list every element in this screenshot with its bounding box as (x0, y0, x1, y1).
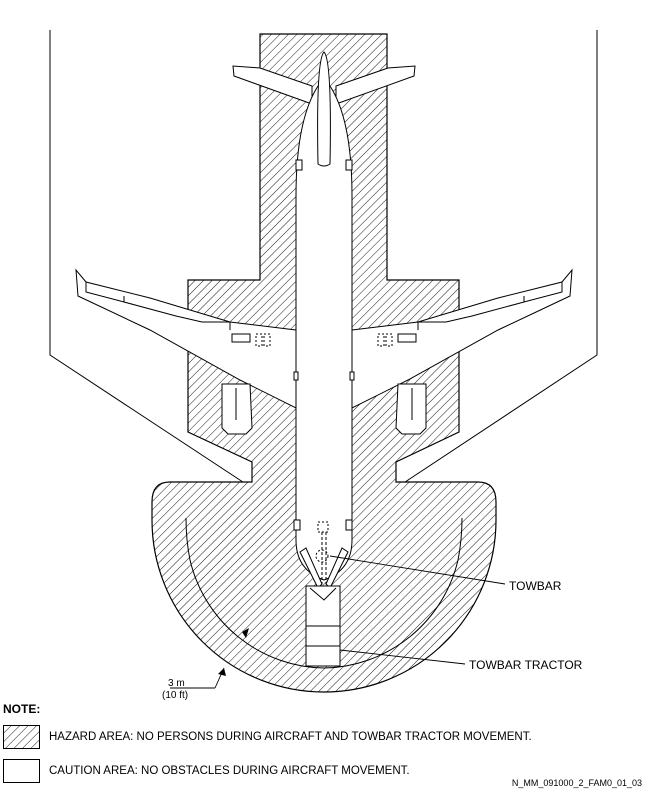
right-horizontal-stabiliser (335, 65, 416, 105)
left-horizontal-stabiliser (232, 65, 313, 105)
dimension-arrow-inner (242, 628, 249, 638)
dimension-imperial-label: (10 ft) (162, 690, 188, 701)
reference-code: N_MM_091000_2_FAM0_01_03 (511, 778, 642, 788)
aircraft (75, 51, 573, 584)
tractor-leader (339, 649, 466, 665)
caution-area-boundary-right (395, 30, 598, 489)
dimension-metric-label: 3 m (168, 678, 185, 689)
hazard-legend-text: HAZARD AREA: NO PERSONS DURING AIRCRAFT … (49, 731, 532, 743)
caution-legend-text: CAUTION AREA: NO OBSTACLES DURING AIRCRA… (49, 765, 410, 777)
legend-hazard: HAZARD AREA: NO PERSONS DURING AIRCRAFT … (3, 725, 532, 749)
left-wing (75, 268, 297, 409)
left-engine (221, 383, 253, 435)
towbar-label: TOWBAR (509, 579, 562, 593)
hazard-swatch (3, 725, 40, 749)
right-engine (395, 383, 427, 435)
note-title: NOTE: (3, 702, 41, 716)
inner-arc-line (185, 517, 463, 669)
dimension-arrow (218, 668, 226, 676)
caution-swatch (3, 759, 40, 783)
legend-caution: CAUTION AREA: NO OBSTACLES DURING AIRCRA… (3, 759, 410, 783)
right-wing (351, 268, 573, 409)
towbar-tractor-label: TOWBAR TRACTOR (469, 658, 583, 672)
towbar-tractor (305, 585, 341, 667)
caution-area-boundary (49, 30, 253, 489)
vertical-tail (317, 51, 331, 167)
towbar-leader (329, 555, 506, 585)
